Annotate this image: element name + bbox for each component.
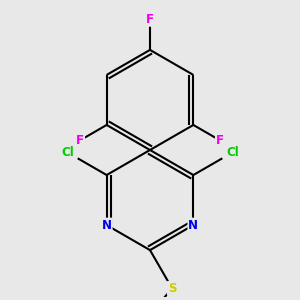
Text: N: N (188, 219, 198, 232)
Text: F: F (146, 13, 154, 26)
Text: F: F (216, 134, 224, 147)
Text: Cl: Cl (61, 146, 74, 159)
Text: N: N (102, 219, 112, 232)
Text: Cl: Cl (226, 146, 239, 159)
Text: S: S (168, 282, 176, 295)
Text: F: F (76, 134, 84, 147)
